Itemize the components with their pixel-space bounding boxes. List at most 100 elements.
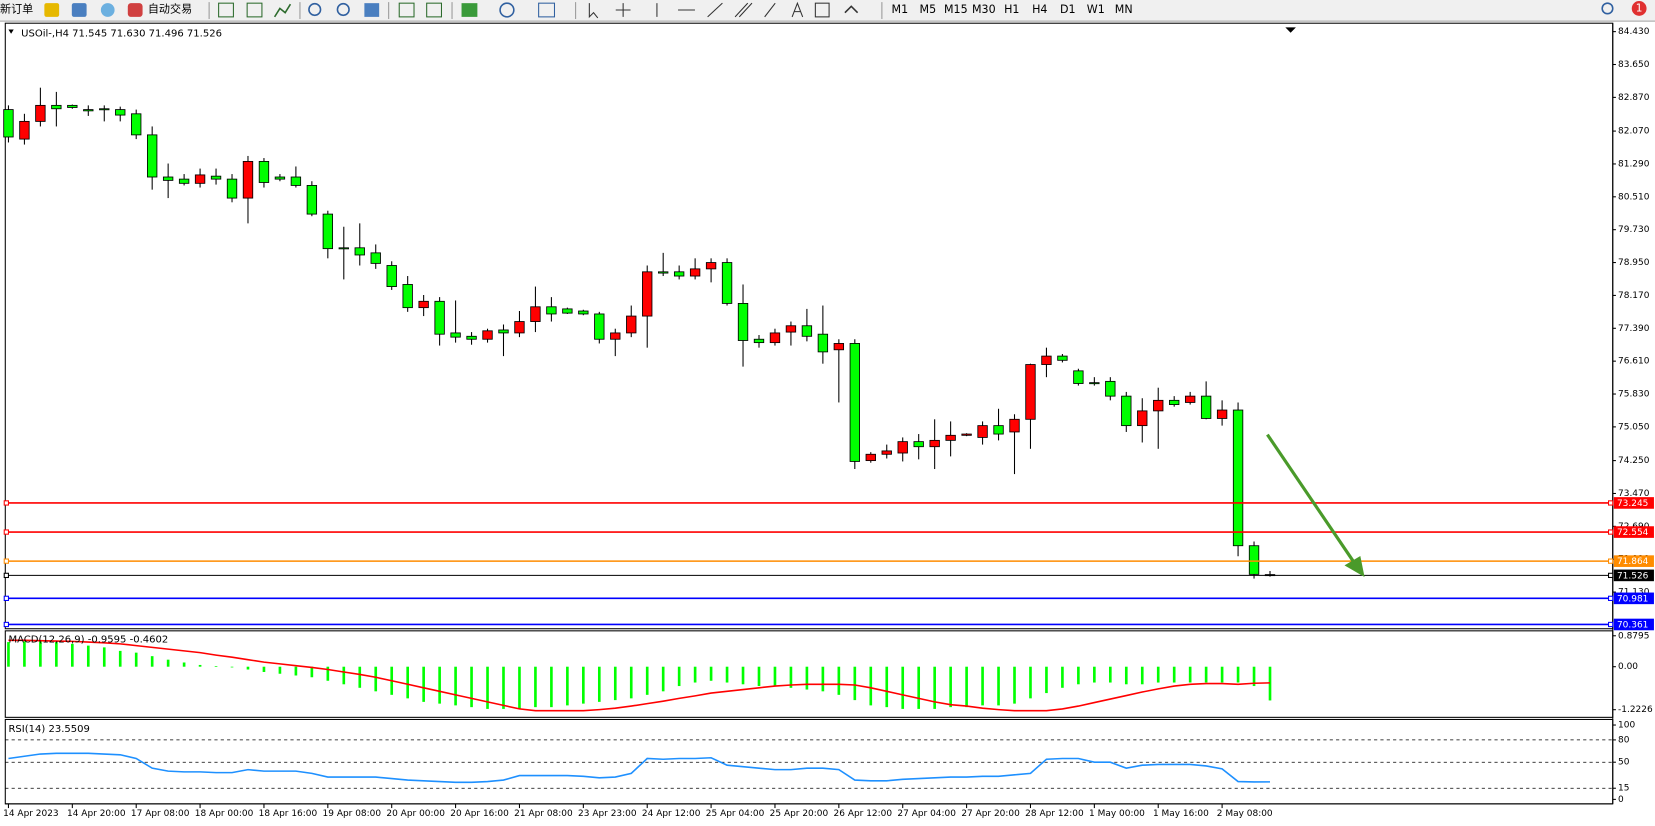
icon-gold[interactable] (44, 3, 60, 17)
candle-body (1153, 399, 1164, 412)
candle-body (418, 300, 429, 309)
timeframe-button[interactable]: D1 (1060, 3, 1076, 16)
timeframe-button[interactable]: MN (1115, 3, 1133, 16)
candle-body (67, 104, 78, 108)
candle-body (737, 303, 749, 341)
icon-search[interactable] (1601, 2, 1614, 15)
candle-body (434, 300, 445, 335)
macd-bar (1156, 666, 1160, 683)
candle-body (226, 178, 238, 199)
candle-body (386, 265, 397, 287)
icon-indicators[interactable] (461, 3, 478, 17)
timeframe-button[interactable]: M1 (892, 3, 909, 16)
x-tick-label: 25 Apr 20:00 (770, 809, 829, 819)
x-tick-label: 24 Apr 12:00 (642, 809, 701, 819)
candle-body (721, 262, 733, 304)
macd-bar (1029, 666, 1032, 699)
level-handle (3, 595, 9, 601)
icon-crosshair[interactable] (615, 3, 631, 17)
icon-candles[interactable] (246, 2, 263, 18)
macd-bar (805, 666, 809, 690)
macd-bar (166, 659, 170, 667)
candle-body (801, 325, 813, 337)
macd-bar (262, 666, 266, 672)
icon-line[interactable] (273, 3, 292, 18)
icon-templates[interactable] (538, 2, 556, 18)
rsi-title: RSI(14) 23.5509 (8, 724, 89, 735)
icon-signals[interactable] (100, 3, 115, 17)
price-tag-label: 70.361 (1617, 621, 1648, 631)
candle-body (306, 185, 318, 215)
macd-bar (597, 666, 601, 702)
y-tick-label: 73.470 (1618, 489, 1650, 499)
timeframe-button[interactable]: M30 (972, 3, 996, 16)
level-handle (3, 621, 9, 628)
icon-arrows[interactable] (844, 5, 859, 14)
y-tick-label: 100 (1618, 721, 1635, 731)
candle-body (146, 134, 158, 178)
candle-body (1009, 418, 1020, 433)
notification-badge[interactable] (1631, 1, 1647, 16)
candle-body (785, 325, 797, 333)
macd-bar (246, 666, 250, 670)
y-tick-label: 80 (1618, 735, 1630, 745)
notification-count[interactable]: 1 (1636, 2, 1643, 14)
new-order-button[interactable]: 新订单 (0, 1, 33, 15)
x-tick-label: 28 Apr 12:00 (1025, 809, 1084, 819)
macd-bar (853, 666, 857, 701)
macd-bar (454, 666, 457, 706)
macd-bar (358, 666, 362, 688)
icon-zoom-out[interactable] (336, 2, 350, 17)
macd-bar (86, 645, 90, 667)
price-tag (1613, 526, 1654, 538)
y-tick-label: 78.950 (1618, 258, 1650, 268)
timeframe-button[interactable]: H4 (1032, 3, 1047, 16)
icon-text[interactable] (791, 1, 804, 18)
icon-channel[interactable] (734, 2, 753, 18)
timeframe-button[interactable]: W1 (1087, 3, 1105, 16)
icon-autotrade[interactable] (127, 3, 143, 17)
timeframe-group: M1 M5 M15 M30 H1 H4 D1 W1 MN (892, 3, 1133, 16)
icon-trendline[interactable] (707, 2, 723, 18)
icon-zoom-in[interactable] (308, 2, 322, 17)
icon-cursor[interactable] (588, 3, 599, 19)
macd-bar (566, 666, 569, 706)
candle-body (1200, 395, 1212, 419)
price-tag-label: 71.526 (1617, 571, 1649, 581)
macd-bar (949, 666, 952, 708)
arrow-shaft (1266, 433, 1358, 567)
icon-shift[interactable] (426, 2, 443, 18)
y-tick-label: 80.510 (1618, 192, 1650, 202)
macd-bar (518, 666, 521, 709)
candle-body (322, 213, 334, 250)
candle-body (961, 433, 972, 436)
y-tick-label: 84.430 (1618, 27, 1650, 37)
timeframe-button[interactable]: H1 (1004, 3, 1019, 16)
auto-trading-button[interactable]: 自动交易 (148, 1, 192, 15)
macd-bar (1252, 666, 1256, 687)
icon-fibo[interactable] (764, 2, 776, 18)
icon-bars[interactable] (218, 2, 234, 18)
macd-bar (342, 666, 346, 685)
macd-bar (1172, 666, 1176, 683)
y-tick-label: 50 (1618, 758, 1630, 768)
y-tick-label: 0.00 (1618, 662, 1638, 672)
icon-tile[interactable] (364, 3, 380, 17)
timeframe-button[interactable]: M15 (944, 3, 968, 16)
macd-bar (310, 666, 314, 678)
icon-market[interactable] (71, 3, 87, 17)
timeframe-button[interactable]: M5 (920, 3, 937, 16)
candle-body (99, 108, 110, 111)
macd-bar (789, 666, 793, 688)
icon-periods[interactable] (499, 2, 515, 18)
macd-bar (1108, 666, 1112, 683)
macd-bar (198, 664, 202, 667)
icon-label[interactable] (814, 2, 830, 18)
candle-body (51, 104, 62, 110)
macd-bar (757, 666, 761, 687)
price-tag (1613, 618, 1654, 631)
icon-autoscroll[interactable] (398, 2, 415, 18)
candle-body (242, 160, 254, 199)
candle-body (610, 332, 621, 340)
